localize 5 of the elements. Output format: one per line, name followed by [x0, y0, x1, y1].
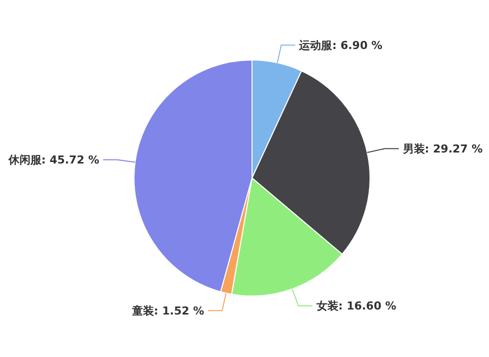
slice-label: 女装: 16.60 %	[315, 300, 396, 313]
slice-label: 童装: 1.52 %	[130, 304, 204, 318]
slice-label: 运动服: 6.90 %	[298, 39, 382, 52]
slice-label: 休闲服: 45.72 %	[7, 154, 100, 167]
slice-label: 男装: 29.27 %	[402, 142, 483, 156]
